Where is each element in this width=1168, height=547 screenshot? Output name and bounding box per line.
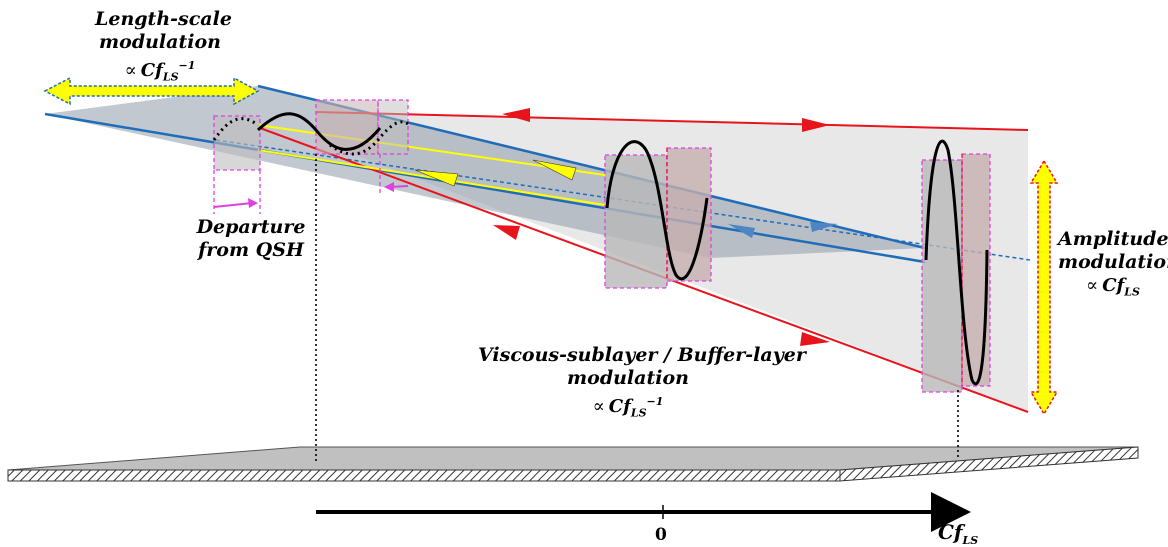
blue-line-lower: [44, 112, 926, 264]
viscous-label: Viscous-sublayer / Buffer-layer modulati…: [478, 344, 806, 425]
slab-right: [921, 153, 991, 393]
axis-zero-label: 0: [655, 525, 667, 545]
sinusoid-right: [924, 139, 989, 386]
length-scale-double-arrow: [43, 76, 260, 106]
amplitude-double-arrow: [1029, 159, 1059, 416]
length-scale-label: Length-scale modulation ∝ CfLS−1: [95, 8, 232, 89]
amplitude-label-line2: modulation: [1058, 251, 1168, 273]
cf-exponent: −1: [178, 59, 196, 72]
cf-subscript: LS: [162, 70, 179, 84]
amplitude-label: Amplitude modulation ∝ CfLS: [1058, 228, 1168, 304]
red-arrow-1: [502, 108, 530, 122]
axis-cf-label: CfLS: [938, 520, 978, 547]
viscous-label-line1: Viscous-sublayer / Buffer-layer: [478, 344, 806, 366]
cf-subscript: LS: [630, 406, 647, 420]
slab-middle: [604, 147, 712, 289]
departure-label-line2: from QSH: [198, 239, 304, 261]
blue-arrow-2: [810, 222, 838, 232]
sinusoid-left: [256, 112, 382, 151]
amplitude-proportional: ∝ CfLS: [1058, 274, 1168, 304]
cf-subscript: LS: [1124, 285, 1140, 299]
viscous-label-line2: modulation: [567, 367, 689, 389]
prop-symbol: ∝: [1086, 275, 1099, 296]
sinusoid-left-dotted-2: [329, 120, 409, 156]
wall-plate: [7, 446, 1139, 482]
prop-symbol: ∝: [124, 60, 137, 81]
axis-cf-symbol: Cf: [938, 520, 963, 544]
yellow-arrow-2: [414, 169, 459, 187]
length-scale-proportional: ∝ CfLS−1: [95, 54, 225, 89]
length-scale-label-line1: Length-scale: [95, 8, 232, 30]
red-line-top: [315, 111, 1029, 131]
prop-symbol: ∝: [592, 396, 605, 417]
departure-arrow-right-head: [248, 198, 258, 208]
red-arrow-4: [800, 332, 830, 346]
viscous-proportional: ∝ CfLS−1: [478, 390, 778, 425]
blue-arrow-1: [728, 224, 755, 238]
amplitude-label-line1: Amplitude: [1058, 228, 1168, 250]
cf-symbol: Cf: [140, 60, 163, 81]
yellow-arrow-1: [532, 159, 577, 181]
red-arrow-3: [493, 225, 520, 240]
slab-left: [213, 99, 409, 214]
sinusoid-left-dotted: [212, 117, 259, 141]
departure-label-line1: Departure: [196, 216, 306, 238]
axis-cf-subscript: LS: [962, 534, 979, 547]
sinusoid-middle: [605, 140, 709, 281]
departure-arrow-left-head: [384, 182, 394, 192]
cf-symbol: Cf: [1102, 275, 1125, 296]
length-scale-label-line2: modulation: [99, 31, 221, 53]
cf-symbol: Cf: [608, 396, 631, 417]
departure-arrow-right: [213, 202, 253, 208]
red-arrow-2: [802, 118, 830, 132]
departure-label: Departure from QSH: [196, 216, 306, 262]
cf-exponent: −1: [646, 395, 664, 408]
